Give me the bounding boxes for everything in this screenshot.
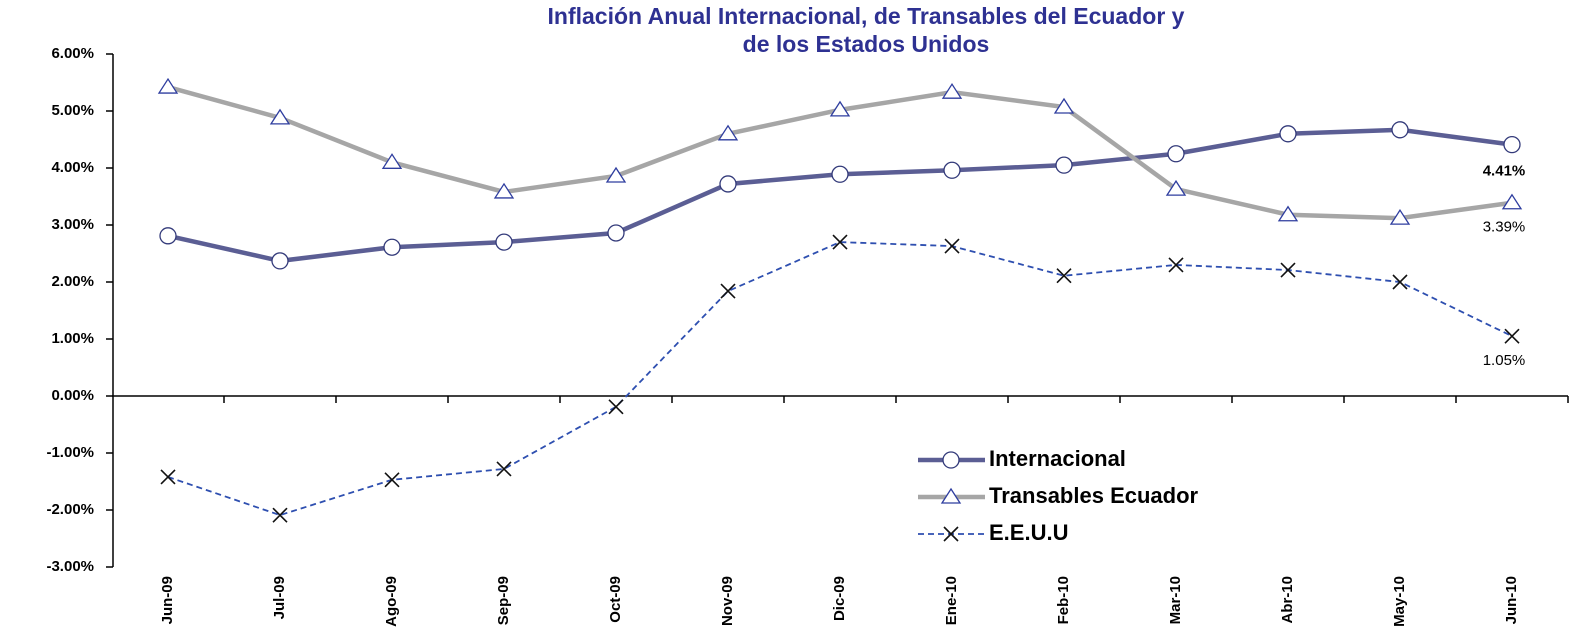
y-tick-label: 6.00%	[51, 45, 94, 62]
marker	[1389, 208, 1411, 225]
marker	[607, 224, 625, 242]
marker	[605, 166, 627, 183]
marker	[271, 252, 289, 270]
y-tick-label: 0.00%	[51, 387, 94, 404]
marker	[940, 487, 962, 504]
x-tick-label: Sep-09	[495, 576, 512, 625]
marker	[157, 77, 179, 94]
marker	[1280, 262, 1296, 278]
y-tick-label: -3.00%	[46, 558, 94, 575]
marker	[1168, 257, 1184, 273]
x-tick-label: Jul-09	[271, 576, 288, 619]
marker	[1055, 156, 1073, 174]
marker	[829, 100, 851, 117]
x-tick-label: Feb-10	[1055, 576, 1072, 624]
value-label: 1.05%	[1483, 352, 1526, 369]
marker	[1056, 268, 1072, 284]
marker	[269, 108, 291, 125]
x-tick-label: Mar-10	[1167, 576, 1184, 624]
marker	[719, 175, 737, 193]
chart-title: Inflación Anual Internacional, de Transa…	[548, 3, 1185, 29]
marker	[1279, 125, 1297, 143]
marker	[1053, 97, 1075, 114]
marker	[384, 472, 400, 488]
x-tick-label: Abr-10	[1279, 576, 1296, 624]
marker	[944, 238, 960, 254]
marker	[159, 227, 177, 245]
x-tick-label: Jun-10	[1503, 576, 1520, 624]
marker	[943, 526, 959, 542]
marker	[831, 165, 849, 183]
x-tick-label: Jun-09	[159, 576, 176, 624]
marker	[381, 153, 403, 169]
marker	[941, 82, 963, 99]
legend-label: E.E.U.U	[989, 520, 1068, 545]
y-tick-label: 1.00%	[51, 330, 94, 347]
marker	[943, 161, 961, 179]
marker	[1501, 193, 1523, 210]
x-tick-label: Ago-09	[383, 576, 400, 627]
legend-label: Internacional	[989, 446, 1126, 471]
marker	[942, 451, 960, 469]
x-tick-label: Dic-09	[831, 576, 848, 621]
marker	[493, 182, 515, 199]
value-label: 4.41%	[1483, 163, 1526, 180]
marker	[383, 238, 401, 256]
marker	[717, 124, 739, 141]
marker	[495, 233, 513, 251]
marker	[496, 461, 512, 477]
marker	[1504, 328, 1520, 344]
marker	[720, 283, 736, 299]
x-tick-label: Oct-09	[607, 576, 624, 623]
series-line	[167, 241, 1513, 517]
y-tick-label: 4.00%	[51, 159, 94, 176]
y-tick-label: 3.00%	[51, 216, 94, 233]
marker	[608, 399, 624, 415]
chart-title: de los Estados Unidos	[743, 31, 990, 57]
y-tick-label: 5.00%	[51, 102, 94, 119]
marker	[1391, 121, 1409, 139]
x-tick-label: Ene-10	[943, 576, 960, 625]
marker	[1277, 205, 1299, 222]
y-tick-label: -1.00%	[46, 444, 94, 461]
y-tick-label: -2.00%	[46, 501, 94, 518]
marker	[272, 507, 288, 523]
x-tick-label: Nov-09	[719, 576, 736, 626]
legend-label: Transables Ecuador	[989, 483, 1199, 508]
marker	[1165, 179, 1187, 196]
x-tick-label: May-10	[1391, 576, 1408, 627]
marker	[160, 469, 176, 485]
marker	[1167, 145, 1185, 163]
marker	[832, 234, 848, 250]
value-label: 3.39%	[1483, 219, 1526, 236]
y-tick-label: 2.00%	[51, 273, 94, 290]
marker	[1392, 274, 1408, 290]
marker	[1503, 135, 1521, 154]
